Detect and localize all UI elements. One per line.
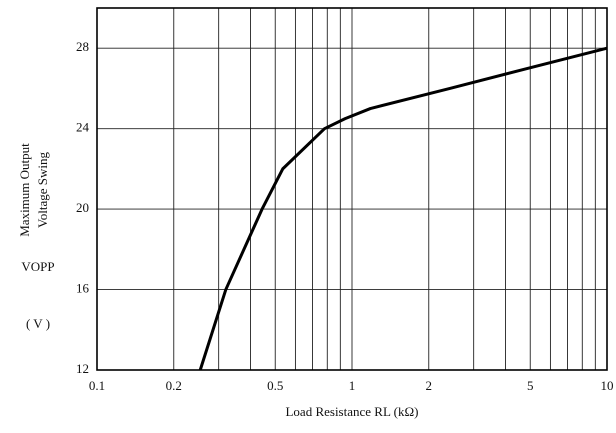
x-tick-label: 1: [349, 378, 356, 393]
x-tick-label: 5: [527, 378, 534, 393]
y-label-group: Maximum Output Voltage Swing: [17, 143, 50, 237]
y-tick-label: 28: [76, 39, 89, 54]
x-tick-label: 0.1: [89, 378, 105, 393]
x-tick-label: 2: [426, 378, 433, 393]
y-label-unit: ( V ): [26, 316, 50, 331]
y-tick-label: 16: [76, 281, 90, 296]
plot-frame: [96, 7, 608, 371]
y-label-symbol: VOPP: [21, 259, 54, 274]
y-tick-label: 20: [76, 200, 89, 215]
y-tick-label: 12: [76, 361, 89, 376]
y-tick-label: 24: [76, 120, 90, 135]
y-label-line: Voltage Swing: [35, 152, 50, 228]
x-tick-label: 10: [601, 378, 614, 393]
x-label: Load Resistance RL (kΩ): [285, 404, 418, 419]
x-tick-label: 0.2: [166, 378, 182, 393]
y-label-line: Maximum Output: [17, 143, 32, 237]
line: [198, 46, 608, 371]
x-tick-label: 0.5: [267, 378, 283, 393]
